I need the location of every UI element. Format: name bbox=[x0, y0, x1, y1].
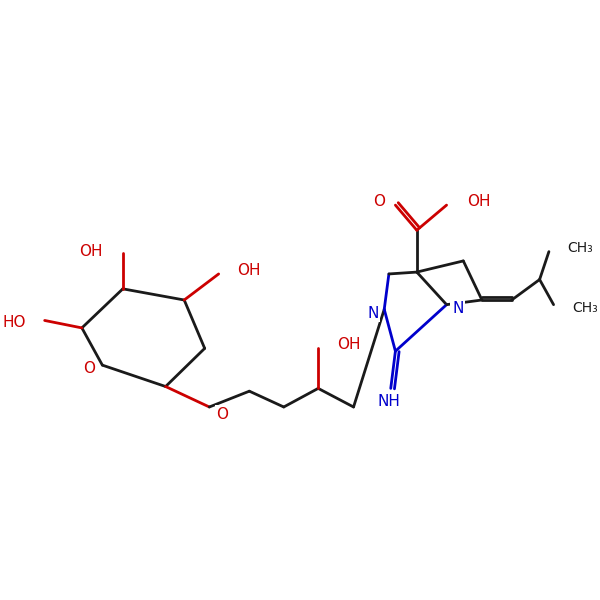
Text: HO: HO bbox=[2, 315, 26, 330]
Text: NH: NH bbox=[377, 394, 400, 409]
Text: N: N bbox=[452, 301, 463, 316]
Text: OH: OH bbox=[467, 194, 491, 209]
Text: O: O bbox=[373, 194, 385, 209]
Text: OH: OH bbox=[237, 263, 261, 278]
Text: O: O bbox=[83, 361, 95, 376]
Text: CH₃: CH₃ bbox=[572, 301, 598, 316]
Text: OH: OH bbox=[79, 244, 103, 259]
Text: OH: OH bbox=[337, 337, 360, 352]
Text: O: O bbox=[217, 407, 229, 422]
Text: CH₃: CH₃ bbox=[568, 241, 593, 255]
Text: N: N bbox=[367, 305, 379, 320]
